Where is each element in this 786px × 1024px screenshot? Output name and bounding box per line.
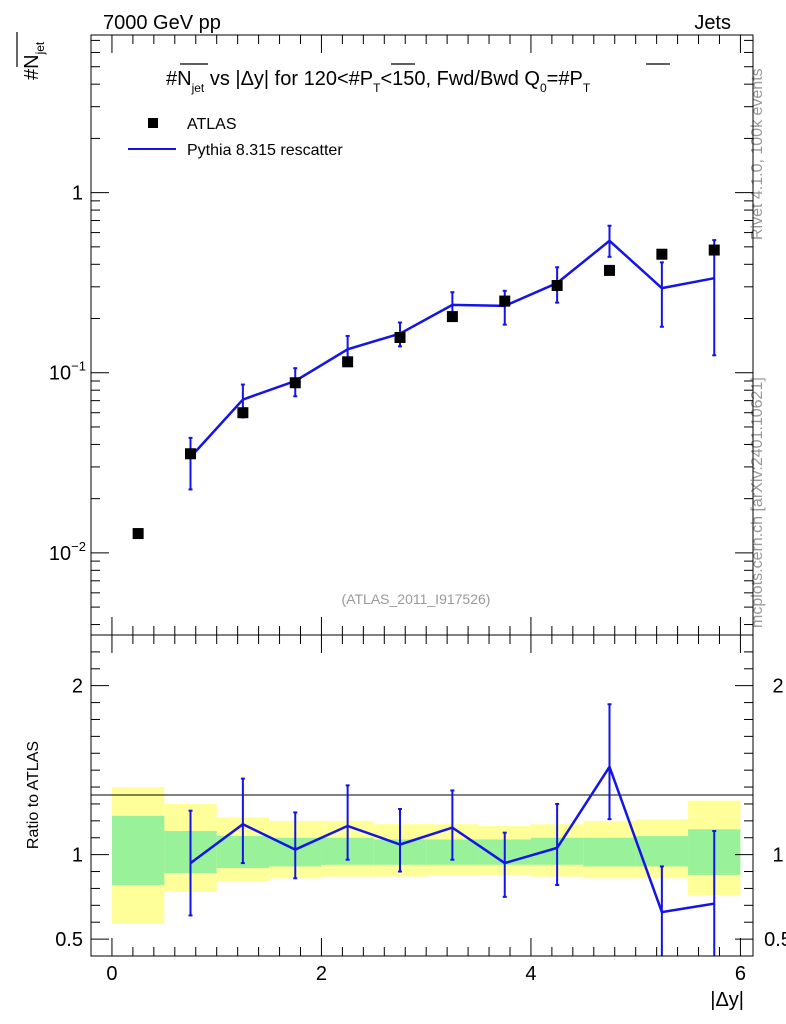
main-y-tick-label: 10−1: [49, 359, 86, 385]
atlas-data-point: [551, 280, 563, 292]
ratio-panel: 0.5 0.5 1 1 2 2 0 2 4 6 Ratio to ATLAS |Δy|: [25, 634, 786, 1011]
atlas-data-point: [708, 244, 720, 256]
ratio-y-tick-label-right: 1: [772, 845, 783, 867]
svg-text:#Njet: #Njet: [21, 41, 47, 80]
ratio-y-tick-label-right: 2: [772, 676, 783, 698]
ratio-inner-band: [111, 815, 165, 886]
atlas-data-point: [603, 264, 615, 276]
main-plot-marks: [132, 224, 720, 540]
x-axis-title: |Δy|: [710, 989, 744, 1011]
ratio-bands: [111, 787, 741, 924]
category-label: Jets: [694, 12, 731, 34]
x-tick-label: 4: [525, 963, 536, 985]
ratio-y-tick-label-left: 0.5: [55, 929, 83, 951]
main-panel: 10−2 10−1 1 #Njet #Njet vs |Δy| for 120<#P…: [16, 32, 754, 636]
atlas-data-point: [656, 248, 668, 260]
atlas-data-point: [289, 377, 301, 389]
ratio-y-tick-label-left: 2: [72, 676, 83, 698]
ratio-frame: [90, 634, 754, 957]
legend-marker-atlas: [148, 118, 158, 128]
main-y-axis-title: #Njet: [16, 32, 47, 80]
svg-text:#Njet vs |Δy| for 120<#PT<150,: #Njet vs |Δy| for 120<#PT<150, Fwd/Bwd Q…: [166, 68, 591, 95]
plot-title: #Njet vs |Δy| for 120<#PT<150, Fwd/Bwd Q…: [166, 63, 670, 95]
atlas-data-point: [342, 356, 354, 368]
main-y-tick-label: 1: [72, 183, 83, 205]
legend: ATLAS Pythia 8.315 rescatter: [128, 116, 343, 159]
ratio-plot-marks: [188, 703, 717, 956]
legend-label-mc: Pythia 8.315 rescatter: [187, 142, 343, 159]
atlas-data-point: [132, 528, 144, 540]
ratio-y-tick-label-right: 0.5: [764, 929, 786, 951]
atlas-data-point: [185, 448, 197, 460]
ratio-inner-band: [583, 837, 636, 867]
x-tick-label: 6: [735, 963, 746, 985]
atlas-data-point: [499, 295, 511, 307]
atlas-data-point: [237, 407, 249, 419]
ratio-tick-labels: 0.5 0.5 1 1 2 2 0 2 4 6: [55, 676, 786, 985]
ratio-series-line: [189, 763, 715, 914]
ratio-axis-ticks: [91, 634, 753, 957]
main-y-tick-labels: 10−2 10−1 1: [49, 183, 86, 565]
analysis-watermark: (ATLAS_2011_I917526): [342, 591, 491, 607]
legend-label-atlas: ATLAS: [187, 116, 237, 133]
rivet-label: Rivet 4.1.0, 100k events: [749, 68, 766, 240]
ratio-y-tick-label-left: 1: [72, 845, 83, 867]
main-axis-ticks: [91, 35, 753, 635]
x-tick-label: 0: [106, 963, 117, 985]
ratio-y-axis-title: Ratio to ATLAS: [25, 741, 42, 849]
mc-series-line: [189, 239, 715, 458]
x-tick-label: 2: [316, 963, 327, 985]
atlas-data-point: [394, 331, 406, 343]
mcplots-label: mcplots.cern.ch [arXiv:2401.10621]: [749, 377, 766, 628]
main-y-tick-label: 10−2: [49, 539, 86, 565]
atlas-data-point: [446, 311, 458, 323]
energy-label: 7000 GeV pp: [103, 12, 221, 34]
